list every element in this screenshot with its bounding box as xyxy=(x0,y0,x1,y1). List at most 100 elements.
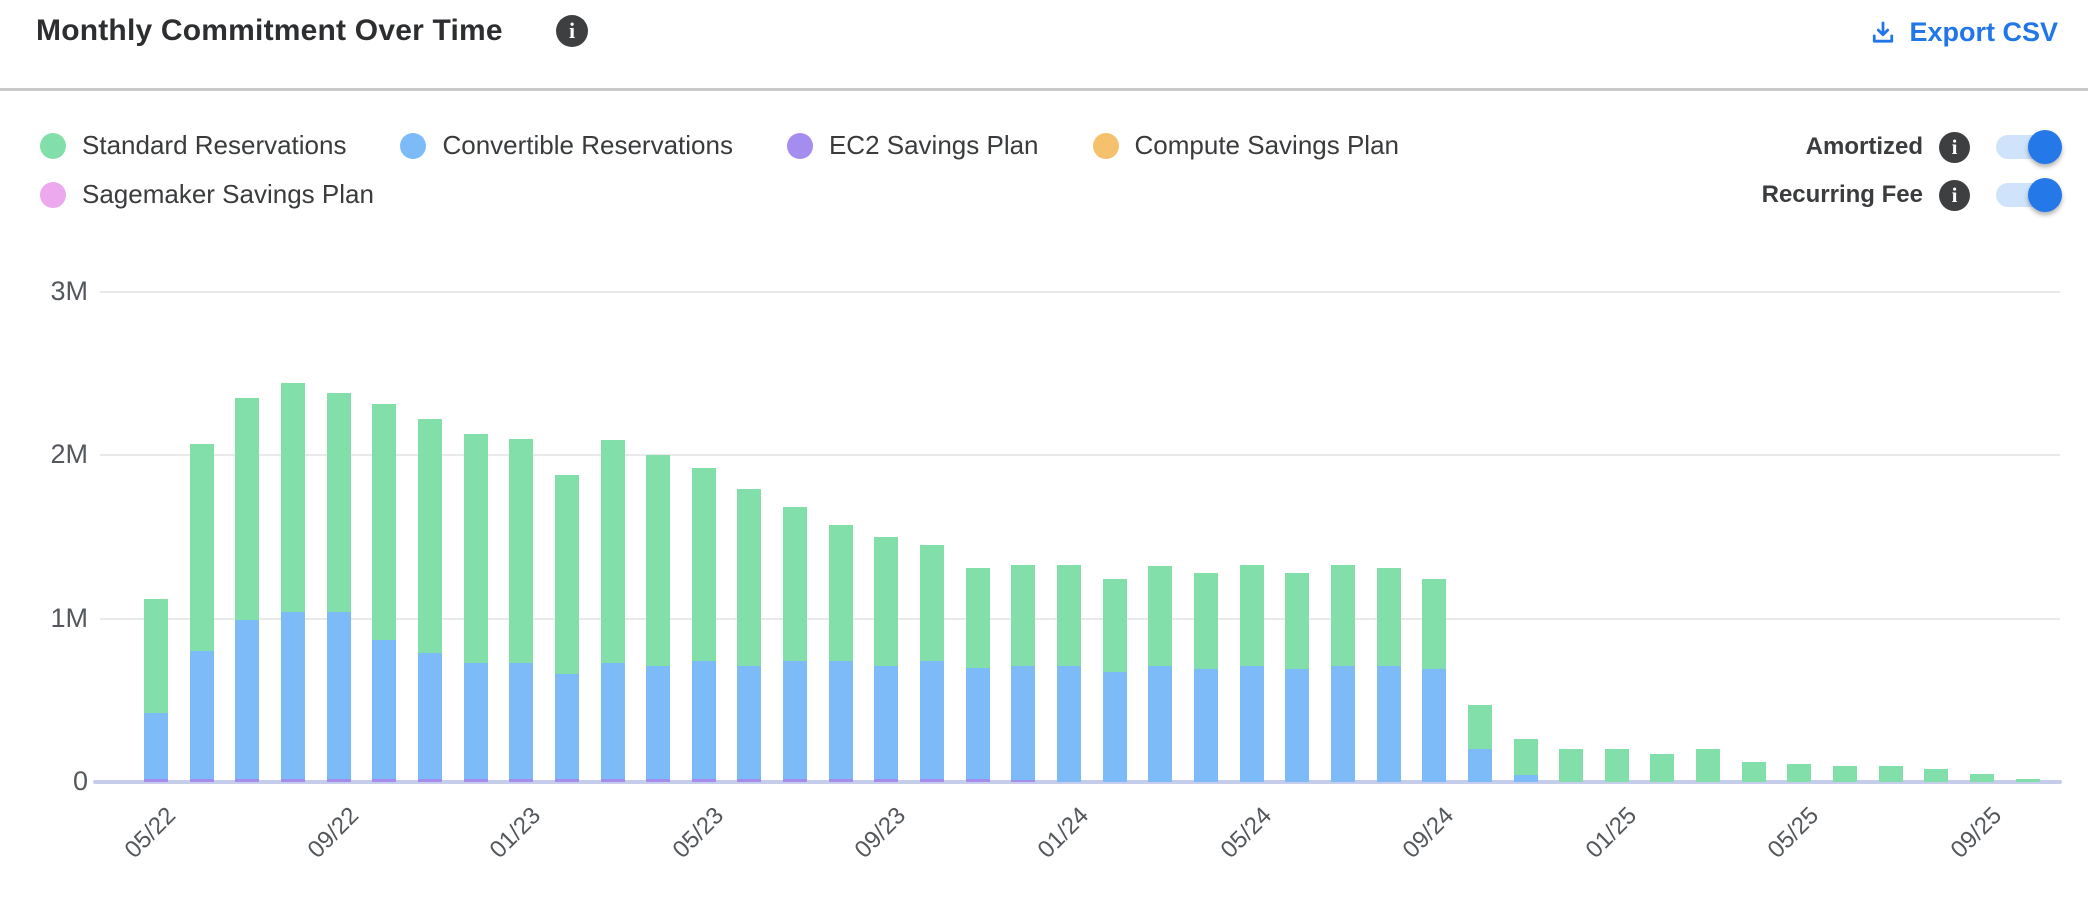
x-axis-tick-05/25: 05/25 xyxy=(1762,802,1825,864)
bar-segment-convertible-reservations xyxy=(189,651,214,779)
bar-12/23[interactable] xyxy=(1011,0,1036,782)
bar-02/25[interactable] xyxy=(1650,0,1675,782)
bar-segment-standard-reservations xyxy=(828,525,853,661)
bar-04/23[interactable] xyxy=(646,0,671,782)
bar-segment-convertible-reservations xyxy=(1193,669,1218,782)
x-axis-tick-09/24: 09/24 xyxy=(1397,802,1460,864)
bar-segment-convertible-reservations xyxy=(600,662,625,779)
bar-09/25[interactable] xyxy=(1970,0,1994,782)
bar-08/22[interactable] xyxy=(280,0,305,782)
bar-09/22[interactable] xyxy=(326,0,351,782)
bar-06/22[interactable] xyxy=(189,0,214,782)
bar-07/22[interactable] xyxy=(235,0,260,782)
x-axis-tick-05/24: 05/24 xyxy=(1215,802,1277,864)
bar-11/22[interactable] xyxy=(417,0,442,782)
x-axis-tick-01/23: 01/23 xyxy=(484,802,547,864)
bar-segment-convertible-reservations xyxy=(235,620,260,779)
bar-segment-standard-reservations xyxy=(920,544,945,661)
bar-segment-convertible-reservations xyxy=(554,674,579,779)
bar-11/23[interactable] xyxy=(965,0,990,782)
x-axis-line xyxy=(93,780,2062,784)
bar-segment-standard-reservations xyxy=(783,507,808,661)
bar-08/23[interactable] xyxy=(828,0,853,782)
bar-05/24[interactable] xyxy=(1239,0,1264,782)
bar-segment-convertible-reservations xyxy=(1467,749,1492,782)
bar-segment-standard-reservations xyxy=(1285,572,1310,670)
amortized-info-icon[interactable]: i xyxy=(1939,131,1970,163)
legend-item-compute-savings-plan[interactable]: Compute Savings Plan xyxy=(1092,130,1399,161)
bar-segment-standard-reservations xyxy=(737,489,762,666)
bar-04/25[interactable] xyxy=(1741,0,1766,782)
bar-01/24[interactable] xyxy=(1057,0,1081,782)
legend-item-convertible-reservations[interactable]: Convertible Reservations xyxy=(400,130,733,161)
bar-10/24[interactable] xyxy=(1467,0,1492,782)
bar-segment-standard-reservations xyxy=(965,567,990,668)
bar-02/23[interactable] xyxy=(554,0,579,782)
bar-segment-convertible-reservations xyxy=(1330,665,1355,782)
bar-segment-ec2-savings-plan xyxy=(509,778,534,782)
export-csv-button[interactable]: Export CSV xyxy=(1869,17,2058,48)
bar-segment-convertible-reservations xyxy=(1513,775,1538,782)
bar-09/23[interactable] xyxy=(874,0,899,782)
bar-10/22[interactable] xyxy=(372,0,397,782)
bar-08/24[interactable] xyxy=(1376,0,1401,782)
bar-10/23[interactable] xyxy=(920,0,945,782)
bar-12/24[interactable] xyxy=(1559,0,1584,782)
bar-segment-ec2-savings-plan xyxy=(600,778,625,782)
bar-02/24[interactable] xyxy=(1102,0,1127,782)
bar-segment-standard-reservations xyxy=(189,443,214,652)
bar-segment-convertible-reservations xyxy=(1285,669,1310,782)
legend-item-standard-reservations[interactable]: Standard Reservations xyxy=(40,130,346,161)
bar-04/24[interactable] xyxy=(1193,0,1218,782)
bar-05/23[interactable] xyxy=(691,0,716,782)
x-axis-tick-05/23: 05/23 xyxy=(667,802,729,864)
bar-01/25[interactable] xyxy=(1604,0,1629,782)
bar-segment-convertible-reservations xyxy=(874,665,899,779)
bar-segment-ec2-savings-plan xyxy=(372,778,397,782)
bar-segment-convertible-reservations xyxy=(1422,669,1447,782)
bar-06/23[interactable] xyxy=(737,0,762,782)
recurring-fee-info-icon[interactable]: i xyxy=(1939,179,1970,211)
bar-03/25[interactable] xyxy=(1696,0,1721,782)
bar-03/23[interactable] xyxy=(600,0,625,782)
bar-03/24[interactable] xyxy=(1148,0,1173,782)
x-axis-tick-01/24: 01/24 xyxy=(1032,802,1095,864)
legend-item-ec2-savings-plan[interactable]: EC2 Savings Plan xyxy=(786,130,1039,161)
bar-06/25[interactable] xyxy=(1833,0,1858,782)
bar-06/24[interactable] xyxy=(1285,0,1310,782)
standard-reservations-dot-icon xyxy=(40,132,66,159)
bar-segment-ec2-savings-plan xyxy=(417,778,442,782)
bar-07/24[interactable] xyxy=(1330,0,1355,782)
bar-07/25[interactable] xyxy=(1878,0,1903,782)
legend-item-sagemaker-savings-plan[interactable]: Sagemaker Savings Plan xyxy=(40,179,374,210)
bar-05/25[interactable] xyxy=(1787,0,1812,782)
bar-segment-convertible-reservations xyxy=(144,713,168,779)
bar-segment-ec2-savings-plan xyxy=(920,778,945,782)
bar-05/22[interactable] xyxy=(144,0,168,782)
bar-segment-standard-reservations xyxy=(1239,564,1264,666)
bar-segment-ec2-savings-plan xyxy=(1011,780,1036,782)
bar-08/25[interactable] xyxy=(1924,0,1949,782)
bar-segment-standard-reservations xyxy=(235,397,260,621)
bar-10/25[interactable] xyxy=(2015,0,2040,782)
bar-segment-standard-reservations xyxy=(600,440,625,663)
bar-segment-ec2-savings-plan xyxy=(646,778,671,782)
bar-segment-standard-reservations xyxy=(1741,762,1766,782)
bar-segment-convertible-reservations xyxy=(326,611,351,779)
bar-07/23[interactable] xyxy=(783,0,808,782)
bar-segment-ec2-savings-plan xyxy=(965,778,990,782)
bar-segment-standard-reservations xyxy=(691,468,716,661)
recurring-fee-toggle[interactable] xyxy=(1996,178,2062,212)
bar-segment-standard-reservations xyxy=(1787,764,1812,782)
title-info-icon[interactable]: i xyxy=(556,15,588,47)
bar-segment-ec2-savings-plan xyxy=(828,778,853,782)
bar-segment-standard-reservations xyxy=(1011,564,1036,666)
bar-11/24[interactable] xyxy=(1513,0,1538,782)
bar-01/23[interactable] xyxy=(509,0,534,782)
bar-09/24[interactable] xyxy=(1422,0,1447,782)
bar-12/22[interactable] xyxy=(463,0,488,782)
bar-segment-standard-reservations xyxy=(1513,739,1538,776)
amortized-toggle[interactable] xyxy=(1996,130,2062,164)
bar-segment-convertible-reservations xyxy=(509,662,534,779)
